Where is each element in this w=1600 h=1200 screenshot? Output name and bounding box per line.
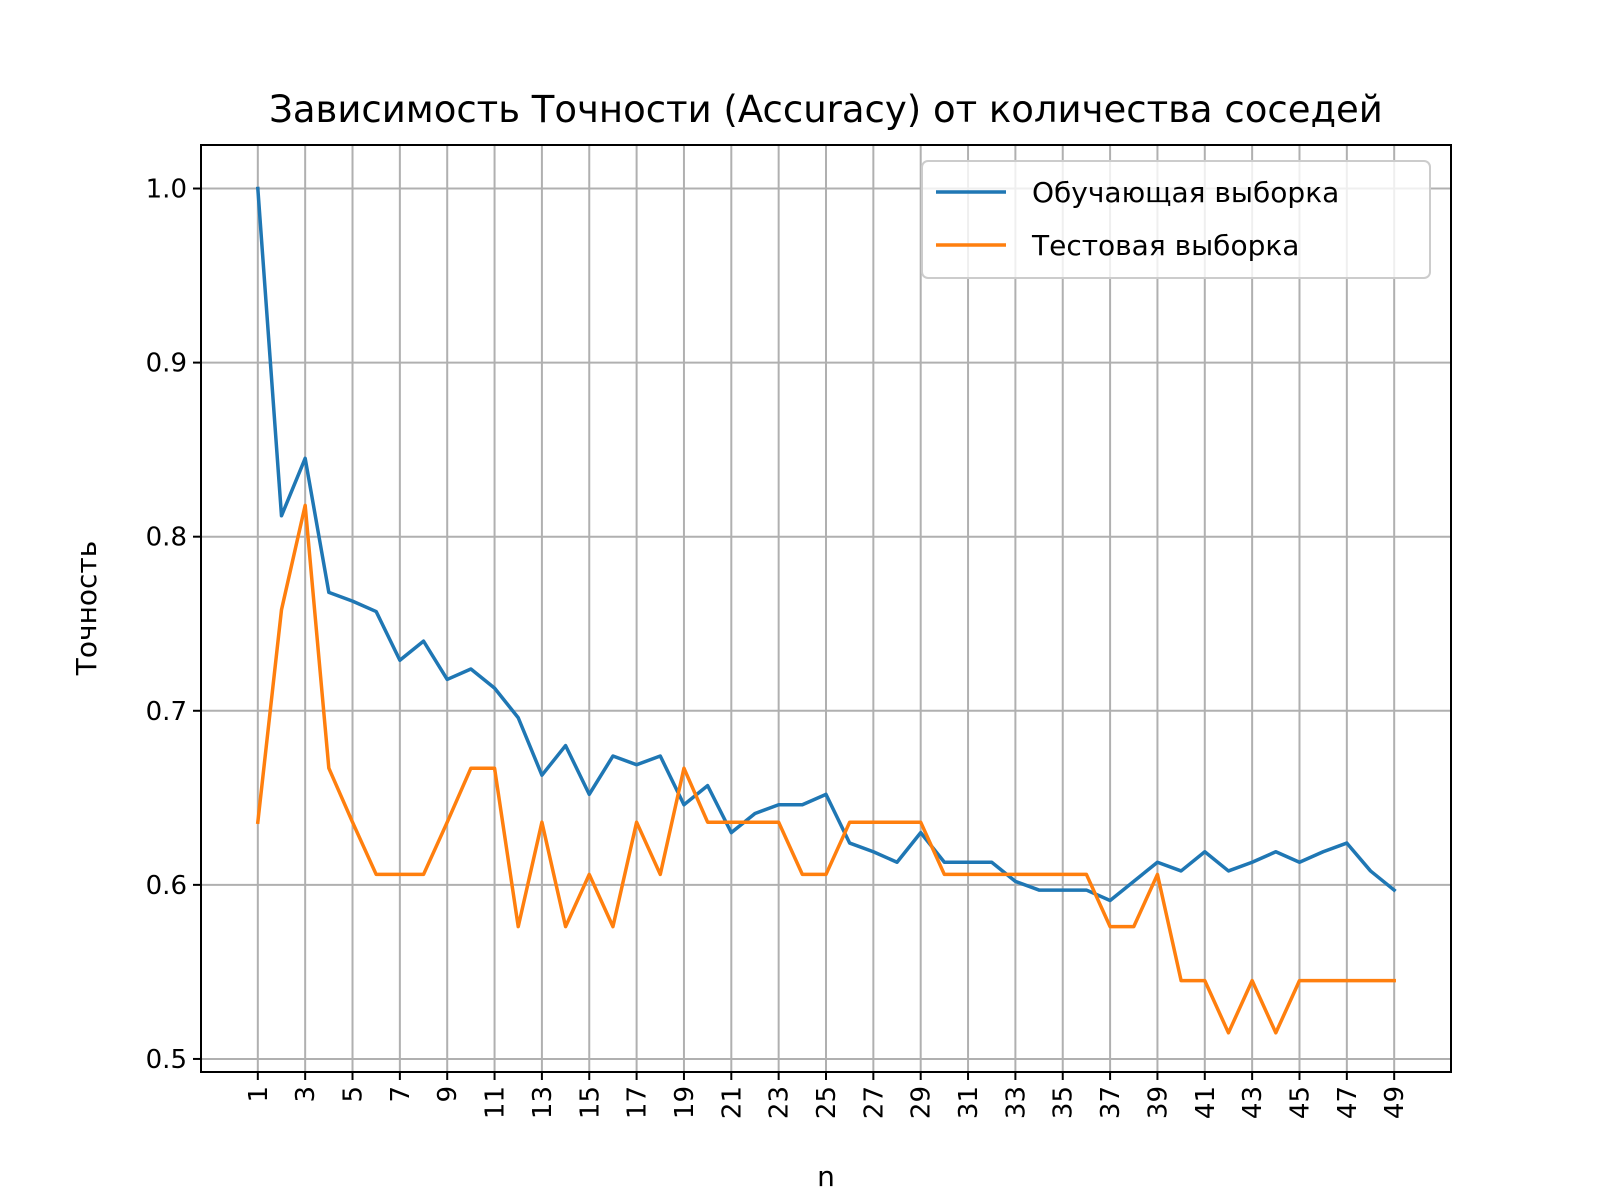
y-tick-label: 1.0 [146, 175, 187, 205]
series-line-1 [255, 503, 1396, 1035]
x-tick-label: 19 [670, 1086, 700, 1119]
y-tick-label: 0.7 [146, 697, 187, 727]
legend-box [921, 160, 1431, 279]
x-tick-label: 15 [575, 1086, 605, 1119]
legend: Обучающая выборка Тестовая выборка [921, 160, 1431, 279]
legend-label-test: Тестовая выборка [1031, 229, 1299, 262]
x-tick-label: 35 [1049, 1086, 1079, 1119]
axis-ticks: 1 3 5 7 9 11 13 15 17 19 21 23 25 27 29 31 33 35 37 39 41 43 4… [146, 175, 1411, 1120]
x-tick-label: 29 [907, 1086, 937, 1119]
x-tick-label: 7 [386, 1086, 416, 1103]
x-tick-label: 25 [812, 1086, 842, 1119]
x-tick-label: 5 [339, 1086, 369, 1103]
x-axis-label: n [817, 1160, 835, 1193]
y-tick-label: 0.6 [146, 871, 187, 901]
x-tick-label: 21 [717, 1086, 747, 1119]
x-tick-label: 43 [1238, 1086, 1268, 1119]
y-tick-label: 0.9 [146, 349, 187, 379]
series-lines [255, 186, 1397, 1035]
y-tick-label: 0.8 [146, 523, 187, 553]
chart-title: Зависимость Точности (Accuracy) от колич… [269, 88, 1383, 131]
x-tick-label: 33 [1001, 1086, 1031, 1119]
y-axis-label: Точность [70, 541, 103, 676]
x-tick-label: 37 [1096, 1086, 1126, 1119]
x-tick-label: 27 [859, 1086, 889, 1119]
x-tick-label: 9 [433, 1086, 463, 1103]
x-tick-label: 39 [1143, 1086, 1173, 1119]
x-tick-label: 31 [954, 1086, 984, 1119]
x-tick-label: 47 [1333, 1086, 1363, 1119]
grid-lines [201, 145, 1451, 1072]
y-tick-label: 0.5 [146, 1045, 187, 1075]
x-tick-label: 11 [481, 1086, 511, 1119]
x-tick-label: 49 [1380, 1086, 1410, 1119]
x-tick-label: 13 [528, 1086, 558, 1119]
legend-label-train: Обучающая выборка [1032, 176, 1339, 209]
x-tick-label: 23 [765, 1086, 795, 1119]
x-tick-label: 45 [1285, 1086, 1315, 1119]
series-line-0 [255, 186, 1397, 903]
x-tick-label: 1 [244, 1086, 274, 1103]
x-tick-label: 17 [623, 1086, 653, 1119]
x-tick-label: 3 [291, 1086, 321, 1103]
x-tick-label: 41 [1191, 1086, 1221, 1119]
